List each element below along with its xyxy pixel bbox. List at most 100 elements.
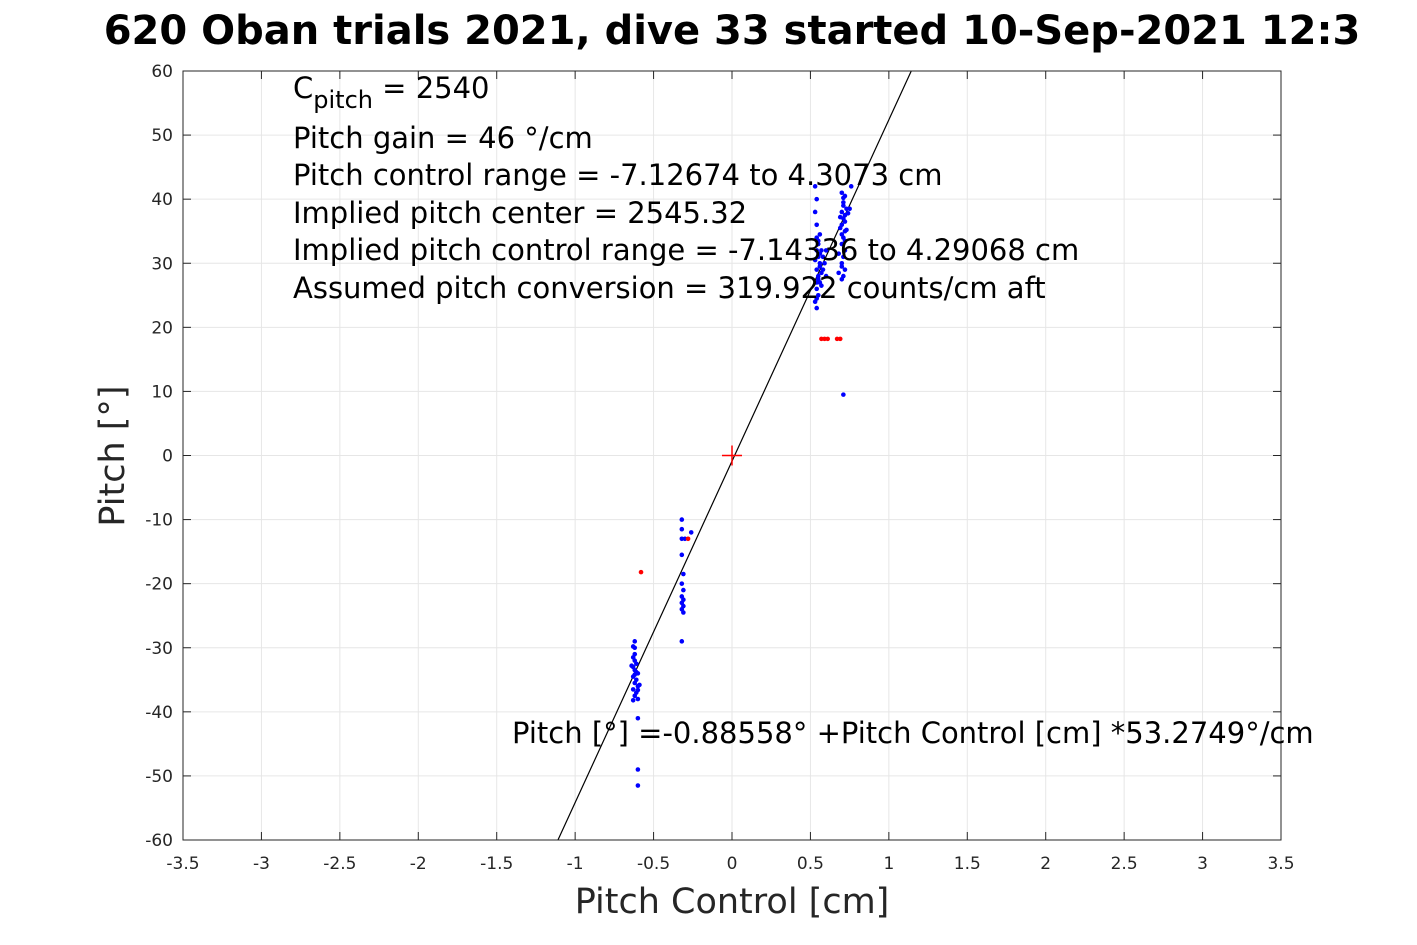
data-point [679, 517, 685, 522]
data-point [837, 214, 843, 220]
data-point [841, 392, 846, 397]
data-point [630, 697, 636, 703]
x-tick-label: -3.5 [166, 854, 199, 874]
data-point [814, 305, 820, 311]
y-tick-label: 0 [162, 447, 173, 467]
data-point [630, 644, 636, 649]
data-point [839, 209, 845, 215]
y-tick-label: 20 [151, 318, 173, 338]
outlier-point [685, 536, 691, 542]
c-pitch-subscript: pitch [313, 86, 373, 114]
data-point [632, 639, 638, 644]
data-point [635, 767, 641, 772]
c-pitch-annotation: Cpitch = 2540 [293, 71, 490, 114]
x-axis-label: Pitch Control [cm] [575, 882, 890, 922]
data-point [841, 254, 846, 260]
data-point [815, 241, 821, 247]
data-point [635, 687, 641, 693]
x-tick-label: -3 [253, 854, 270, 874]
data-points [629, 184, 854, 788]
annotation-pitch-gain: Pitch gain = 46 °/cm [293, 121, 593, 155]
data-point [819, 270, 824, 276]
data-point [839, 190, 845, 196]
data-point [842, 238, 848, 244]
data-point [812, 184, 818, 189]
y-tick-label: -40 [145, 703, 173, 723]
data-point [814, 248, 820, 253]
y-tick-label: -50 [145, 767, 173, 787]
data-point [681, 587, 686, 593]
data-point [814, 296, 820, 301]
data-point [637, 682, 642, 688]
outlier-point [638, 569, 644, 575]
y-tick-label: -20 [145, 575, 173, 595]
data-point [839, 264, 845, 269]
data-point [842, 219, 848, 224]
data-point [841, 203, 846, 208]
data-point [632, 693, 638, 699]
data-point [842, 248, 848, 253]
data-point [836, 270, 841, 276]
x-tick-label: 0.5 [797, 854, 824, 874]
data-point [845, 210, 851, 216]
data-point [814, 267, 820, 272]
data-point [635, 715, 641, 721]
data-point [823, 273, 829, 279]
outlier-point [825, 336, 830, 342]
x-tick-label: 0 [727, 854, 738, 874]
data-point [814, 196, 820, 202]
y-tick-label: 10 [151, 382, 173, 402]
y-axis-ticks: -60 -50 -40 -30 -20 -10 0 10 20 30 40 50 60 [145, 62, 1281, 851]
c-pitch-value: = 2540 [373, 71, 490, 105]
y-tick-label: -30 [145, 639, 173, 659]
data-point [822, 260, 827, 266]
data-point [839, 276, 845, 282]
data-point [847, 206, 852, 212]
data-point [635, 696, 641, 702]
y-tick-label: 60 [151, 62, 173, 82]
data-point [817, 260, 823, 266]
y-tick-label: -60 [145, 831, 173, 851]
annotation-implied-pitch-center: Implied pitch center = 2545.32 [293, 196, 747, 230]
c-pitch-base: C [293, 71, 313, 105]
y-tick-label: 50 [151, 126, 173, 146]
data-point [839, 260, 845, 266]
data-point [688, 530, 694, 535]
data-point [814, 222, 820, 228]
y-axis-label: Pitch [°] [93, 385, 133, 526]
data-point [812, 257, 818, 263]
data-point [635, 783, 641, 788]
data-point [632, 672, 638, 677]
data-point [629, 663, 634, 668]
data-point [632, 680, 638, 686]
data-point [817, 264, 823, 269]
x-tick-label: 3 [1197, 854, 1208, 874]
fit-equation-annotation: Pitch [°] =-0.88558° +Pitch Control [cm]… [512, 716, 1314, 750]
data-point [681, 571, 686, 577]
data-point [634, 661, 639, 667]
data-point [841, 200, 846, 205]
data-point [812, 209, 818, 215]
data-point [630, 687, 636, 692]
data-point [823, 248, 829, 253]
data-point [841, 195, 846, 201]
data-point [815, 238, 821, 244]
data-point [839, 241, 845, 247]
x-tick-label: 1 [883, 854, 894, 874]
x-tick-label: -2.5 [323, 854, 356, 874]
data-point [836, 251, 841, 256]
annotation-pitch-control-range: Pitch control range = -7.12674 to 4.3073… [293, 158, 942, 192]
annotation-implied-pitch-control-range: Implied pitch control range = -7.14336 t… [293, 233, 1079, 267]
center-marker-group [722, 445, 742, 466]
chart-title: 620 Oban trials 2021, dive 33 started 10… [104, 8, 1361, 54]
x-tick-label: 1.5 [954, 854, 981, 874]
annotation-assumed-pitch-conversion: Assumed pitch conversion = 319.922 count… [293, 271, 1046, 305]
data-point [679, 526, 685, 532]
data-point [842, 267, 848, 272]
x-tick-label: -1.5 [480, 854, 513, 874]
x-tick-label: -2 [410, 854, 427, 874]
data-point [679, 639, 685, 644]
x-tick-label: -1 [567, 854, 584, 874]
outlier-point [837, 336, 843, 342]
